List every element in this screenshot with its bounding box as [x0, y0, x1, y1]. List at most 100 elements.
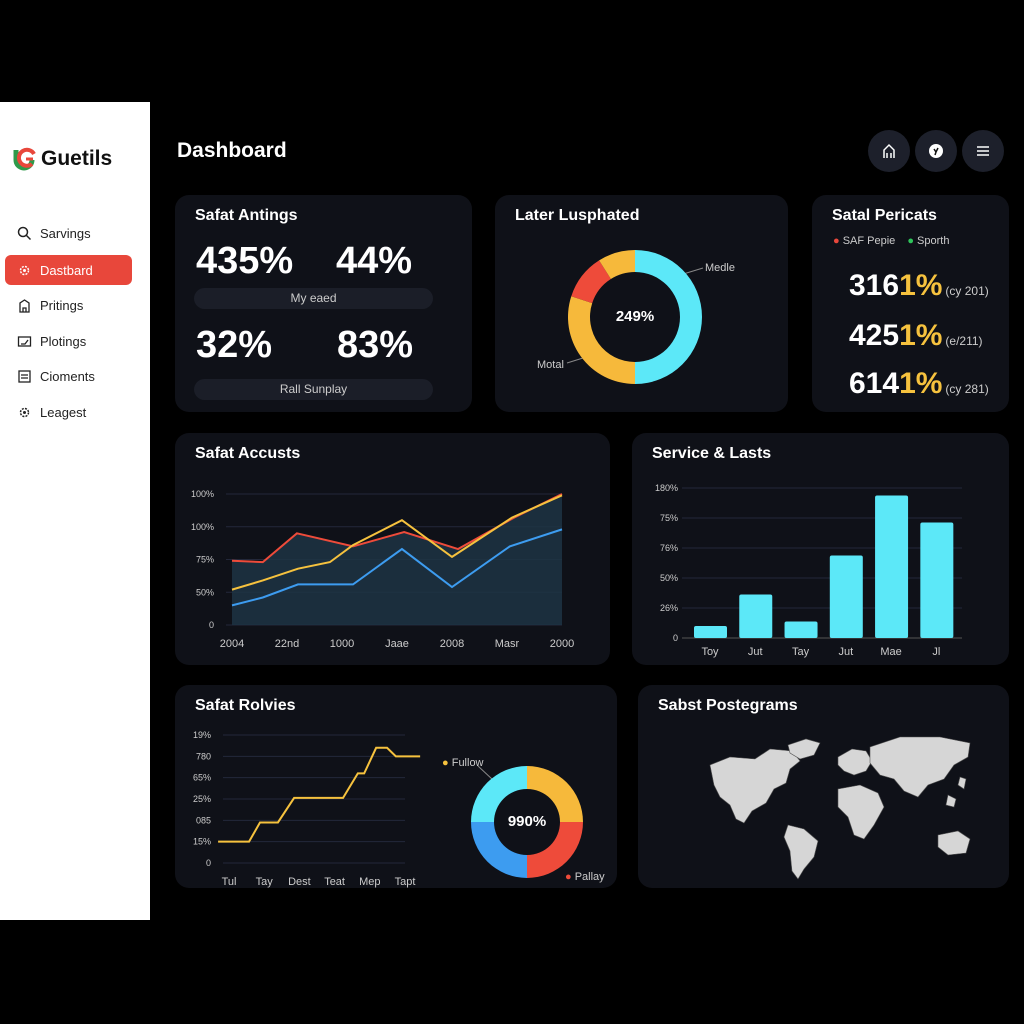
y-tick-label: 26% [660, 603, 678, 613]
x-tick-label: Toy [701, 646, 719, 658]
gear-icon [19, 407, 30, 417]
sidebar-item-label: Pritings [40, 297, 84, 313]
x-tick-label: Jl [932, 646, 940, 658]
x-tick-label: Tapt [395, 876, 416, 888]
value-note: (cy 201) [945, 284, 989, 298]
sidebar-item-label: Plotings [40, 333, 87, 349]
donut-center-value: 249% [615, 308, 655, 325]
series-line [218, 746, 421, 843]
bar [694, 626, 727, 638]
sidebar-item-pritings[interactable]: Pritings [5, 290, 132, 320]
sidebar-item-dastbard[interactable]: Dastbard [5, 255, 132, 285]
bar-chart: 0 26% 50% 76% 75% 180% Toy Jut Tay Jut Mae Jl [655, 483, 962, 658]
donut-slice [635, 250, 702, 384]
x-tick-label: Jaae [385, 638, 409, 650]
donut-slice [527, 822, 583, 878]
page-title: Dashboard [177, 139, 287, 162]
stat-pill[interactable]: Rall Sunplay [194, 379, 433, 400]
y-tick-label: 180% [655, 483, 678, 493]
y-tick-label: 100% [191, 489, 214, 499]
card-lusphated: Later Lusphated Medle Motal 249% [495, 195, 788, 412]
y-tick-label: 0 [206, 858, 211, 868]
sidebar-item-plotings[interactable]: Plotings [5, 326, 132, 356]
donut-center-value: 990% [507, 813, 547, 830]
legend-item: ● Pallay [565, 871, 605, 883]
y-tick-label: 76% [660, 543, 678, 553]
donut-slice [527, 766, 583, 822]
x-tick-label: Dest [288, 876, 311, 888]
bar [875, 495, 909, 638]
clock-button[interactable] [915, 130, 957, 172]
map-asia [869, 736, 971, 798]
legend-label: Pallay [574, 871, 605, 883]
x-tick-label: Teat [324, 876, 345, 888]
map-south-america [783, 824, 819, 880]
donut-chart [566, 250, 704, 384]
map-north-america [709, 748, 801, 824]
percent-row: 3161% (cy 201) [849, 269, 989, 303]
x-tick-label: Tay [792, 646, 810, 658]
bar [739, 594, 773, 638]
step-line-chart: 0 15% 085 25% 65% 780 19% Tul Tay Dest Teat Mep Tapt [193, 730, 421, 888]
sidebar-item-cioments[interactable]: Cioments [5, 361, 132, 391]
bar [920, 522, 954, 638]
value: 316 [849, 269, 900, 302]
sidebar [0, 102, 150, 920]
map-greenland [787, 738, 821, 760]
value-accent: 1% [899, 367, 943, 400]
brand-logo[interactable]: Guetils [12, 146, 112, 172]
bar [784, 621, 818, 638]
card-title: Safat Accusts [195, 445, 301, 462]
chart-icon [17, 335, 32, 347]
legend-label: Sporth [917, 235, 950, 247]
y-tick-label: 25% [193, 794, 211, 804]
value: 614 [849, 367, 900, 400]
stat-value: 32% [196, 324, 273, 366]
y-tick-label: 780 [196, 751, 211, 761]
sidebar-item-sarvings[interactable]: Sarvings [5, 218, 132, 248]
menu-icon [977, 146, 989, 156]
y-tick-label: 100% [191, 522, 214, 532]
y-tick-label: 0 [673, 633, 678, 643]
x-tick-label: Mae [880, 646, 901, 658]
world-map[interactable] [638, 685, 1009, 888]
menu-button[interactable] [962, 130, 1004, 172]
home-button[interactable] [868, 130, 910, 172]
card-pericats: Satal Pericats ● SAF Pepie ● Sporth 3161… [812, 195, 1009, 412]
search-icon [17, 226, 32, 240]
x-tick-label: 22nd [275, 638, 299, 650]
donut-label: Motal [537, 359, 564, 371]
card-postegrams: Sabst Postegrams [638, 685, 1009, 888]
legend-label: Fullow [451, 757, 484, 769]
donut-slice [571, 260, 611, 304]
sidebar-item-label: Sarvings [40, 225, 91, 241]
card-rolvies: Safat Rolvies 0 15% 085 25% 65% 780 19% Tul Tay D… [175, 685, 617, 888]
stat-value: 83% [337, 324, 414, 366]
x-tick-label: Mep [359, 876, 380, 888]
percent-row: 6141% (cy 281) [849, 367, 989, 401]
x-tick-label: Jut [748, 646, 763, 658]
legend: ● SAF Pepie ● Sporth [833, 235, 949, 247]
value-accent: 1% [899, 319, 943, 352]
y-tick-label: 50% [196, 587, 214, 597]
y-tick-label: 085 [196, 815, 211, 825]
line-chart: 0 50% 75% 100% 100% 2004 22nd 1000 Jaae 2008 Masr 2… [191, 489, 574, 650]
card-title: Safat Antings [195, 207, 298, 224]
x-tick-label: 2000 [550, 638, 574, 650]
series-line [231, 494, 563, 591]
series-line [231, 528, 563, 607]
stat-pill[interactable]: My eaed [194, 288, 433, 309]
y-tick-label: 50% [660, 573, 678, 583]
clock-icon [929, 144, 943, 158]
map-europe [837, 748, 873, 776]
logo-icon [13, 147, 36, 171]
stat-value: 44% [336, 240, 413, 282]
sidebar-item-leagest[interactable]: Leagest [5, 397, 132, 427]
card-title: Service & Lasts [652, 445, 772, 462]
value: 425 [849, 319, 900, 352]
sidebar-item-label: Cioments [40, 368, 95, 384]
card-title: Safat Rolvies [195, 697, 296, 714]
bar [829, 555, 863, 638]
card-service: Service & Lasts 0 26% 50% 76% 75% 180% Toy Jut T… [632, 433, 1009, 665]
donut-slice [599, 250, 635, 280]
